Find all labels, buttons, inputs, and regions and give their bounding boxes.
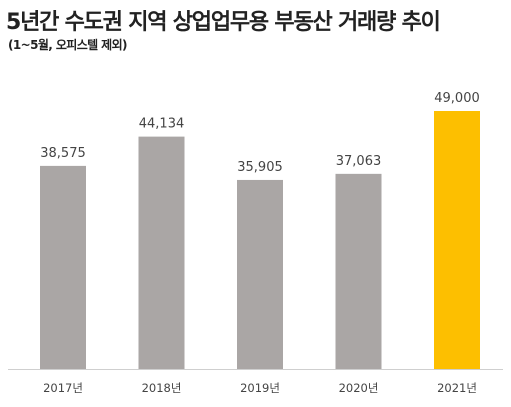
x-tick-label: 2021년	[437, 381, 477, 395]
bar-2021년	[434, 111, 480, 369]
x-tick-label: 2018년	[142, 381, 182, 395]
value-label: 49,000	[434, 91, 480, 106]
x-tick-label: 2017년	[43, 381, 83, 395]
bar-2017년	[40, 165, 86, 369]
value-label: 38,575	[40, 146, 86, 161]
x-tick-label: 2020년	[339, 381, 379, 395]
chart-title: 5년간 수도권 지역 상업업무용 부동산 거래량 추이	[6, 10, 441, 35]
bar-2019년	[237, 179, 283, 369]
bar-2020년	[335, 173, 382, 369]
value-label: 44,134	[139, 117, 185, 132]
x-tick-label: 2019년	[240, 381, 280, 395]
bar-2018년	[138, 136, 185, 369]
value-label: 35,905	[237, 160, 283, 175]
value-label: 37,063	[336, 154, 382, 169]
chart-subtitle: (1~5월, 오피스텔 제외)	[8, 38, 128, 52]
